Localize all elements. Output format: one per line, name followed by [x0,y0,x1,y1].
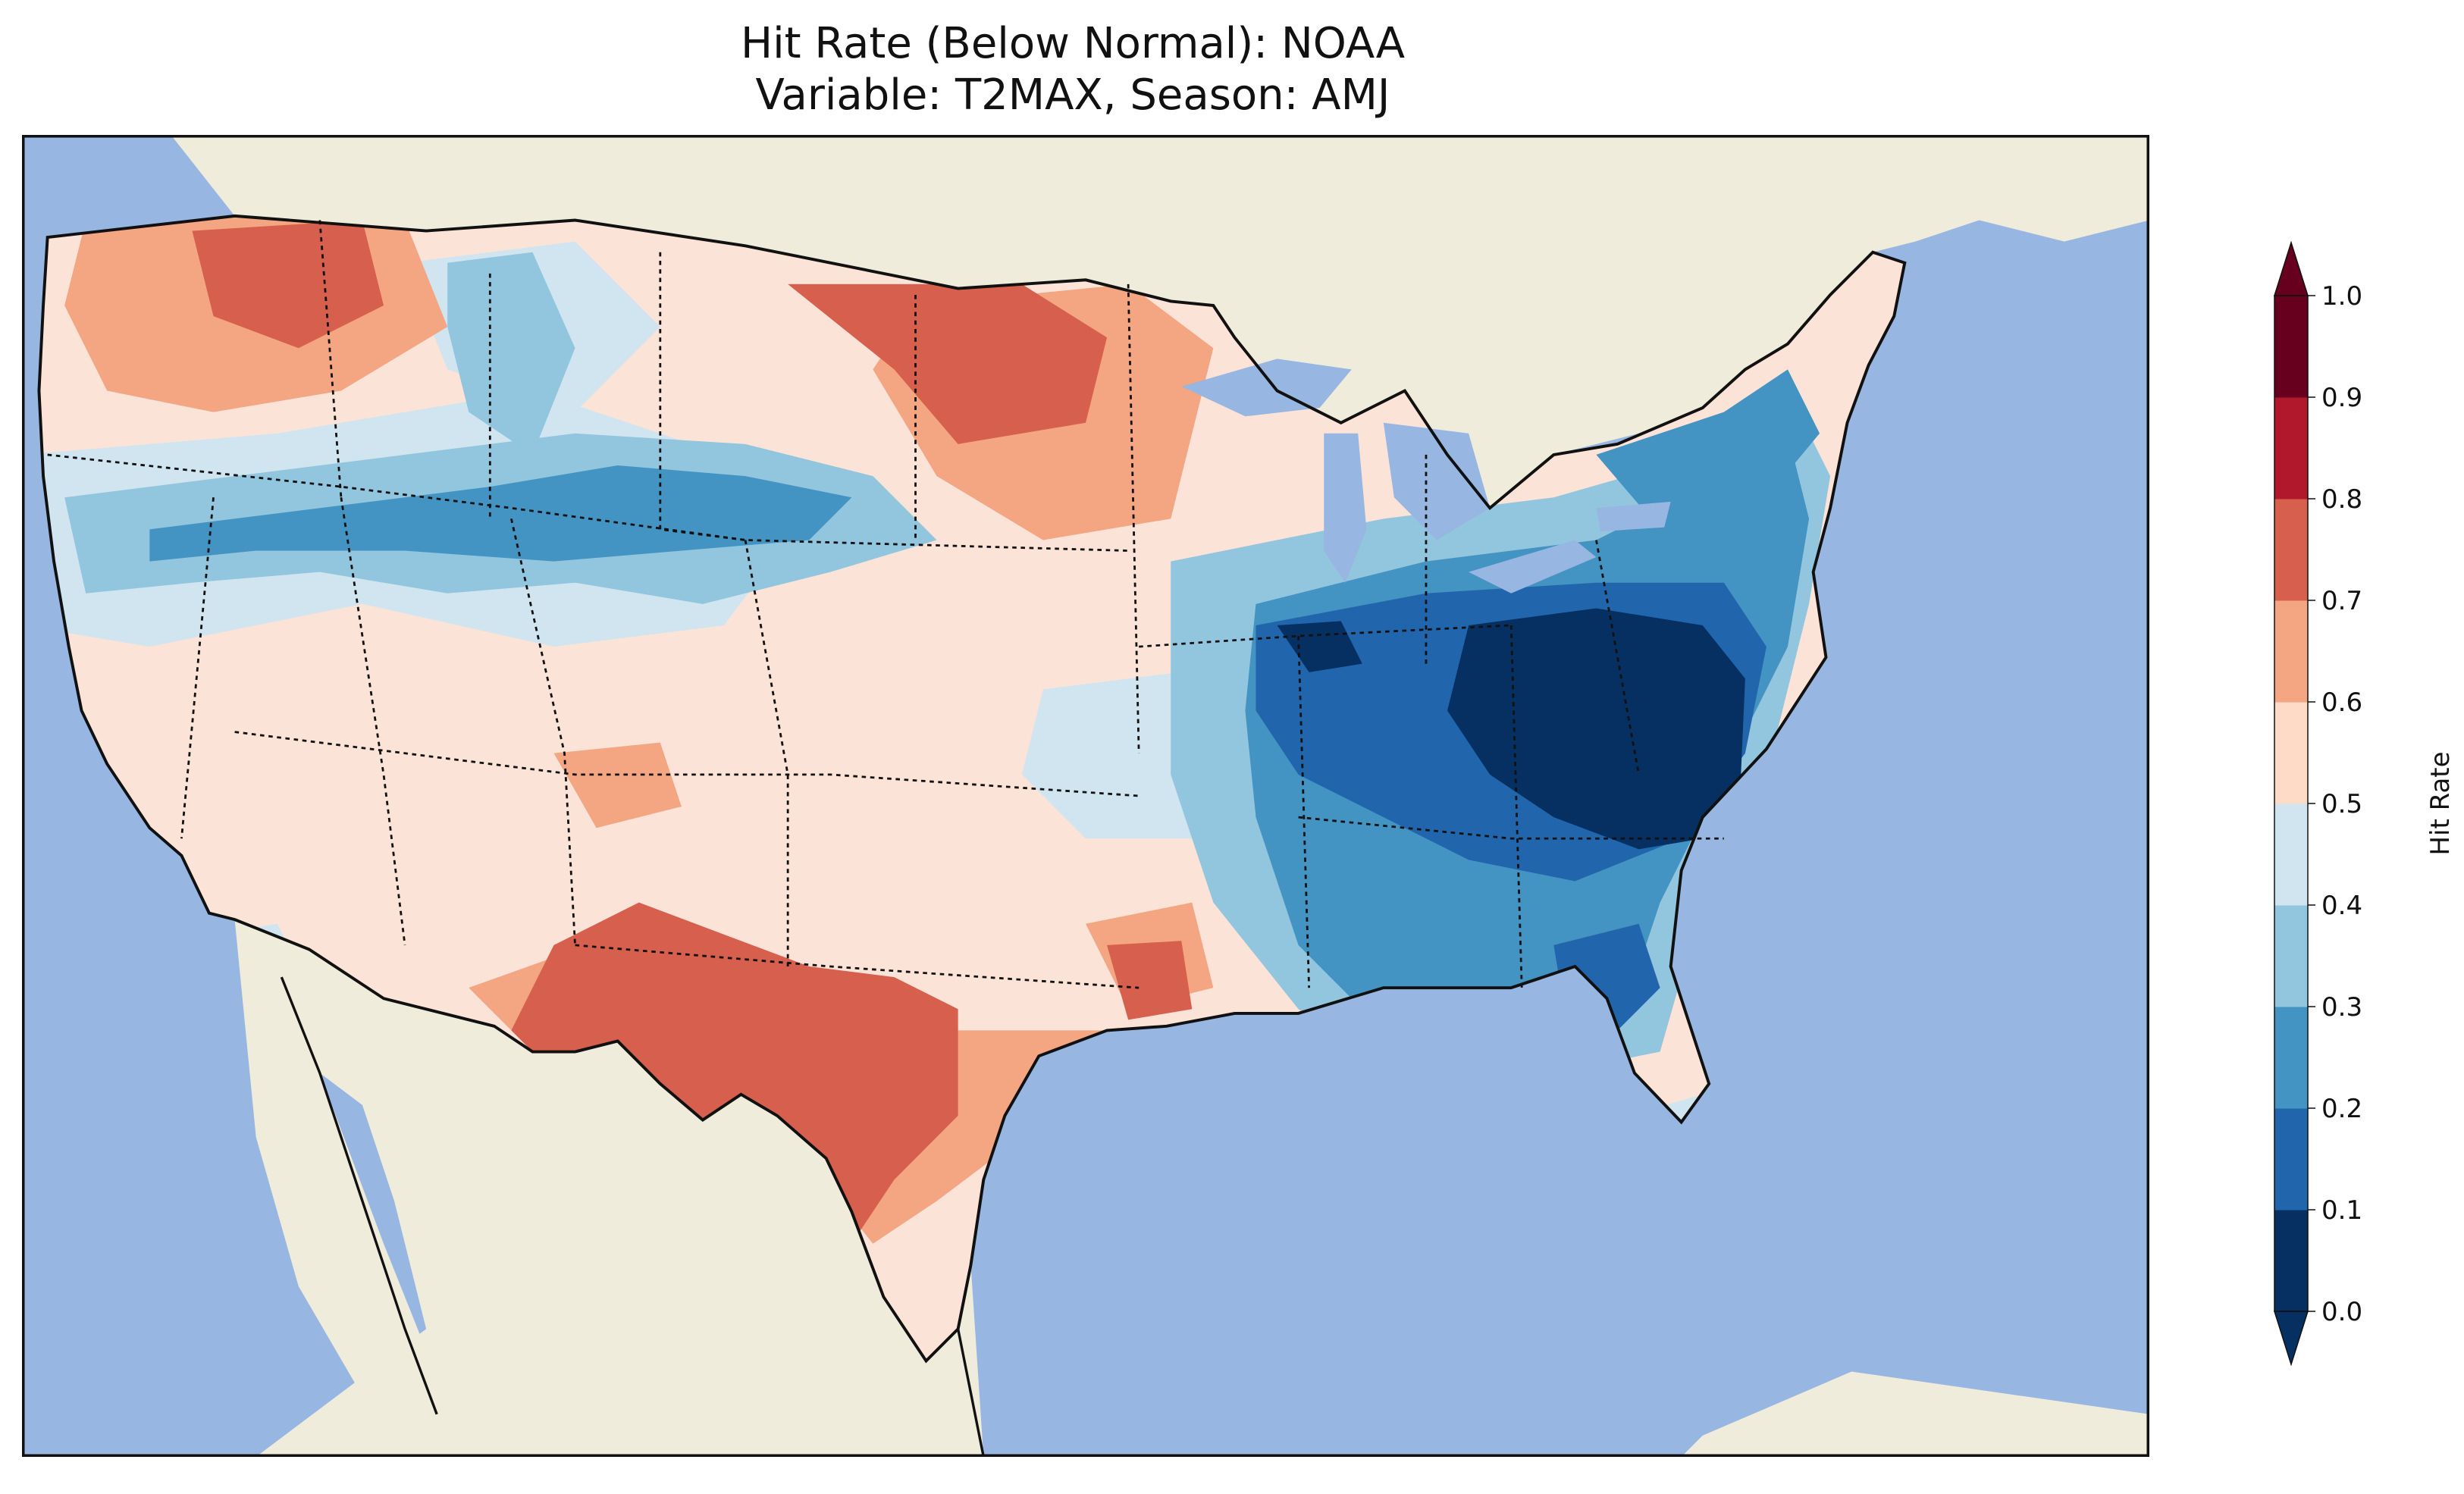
map-panel [22,135,2149,1457]
map-title-line1: Hit Rate (Below Normal): NOAA [740,19,1406,68]
colorbar-tick-label: 0.5 [2321,789,2362,819]
colorbar-tick-label: 0.4 [2321,891,2362,921]
colorbar-tick-label: 0.7 [2321,586,2362,616]
colorbar-segment [2274,1108,2308,1211]
colorbar-segment [2274,499,2308,601]
field-0.2-northeast [1596,369,1820,530]
map-title-line2: Variable: T2MAX, Season: AMJ [755,70,1390,120]
lake-superior [1181,359,1352,417]
colorbar-segment [2274,296,2308,398]
colorbar-tick-label: 0.1 [2321,1195,2362,1226]
colorbar-segment [2274,1007,2308,1109]
colorbar-segment [2274,803,2308,906]
field-0.7-oklahoma [1107,941,1193,1020]
field-0.6-colorado [553,742,682,828]
field-0.2-rockies [149,465,852,562]
canada-land [171,135,2149,509]
colorbar-segments [2273,240,2309,1367]
lake-erie [1469,540,1597,594]
colorbar: 0.0 0.1 0.2 0.3 0.4 0.5 0.6 0.7 0.8 0.9 1.0 Hit Ra… [2273,240,2456,1367]
lake-huron [1383,422,1491,540]
colorbar-tick-label: 0.2 [2321,1094,2362,1124]
colorbar-segment [2274,702,2308,804]
colorbar-tick-label: 0.3 [2321,992,2362,1023]
colorbar-segment [2274,600,2308,703]
colorbar-tick-label: 0.8 [2321,484,2362,515]
colorbar-tick-label: 0.6 [2321,687,2362,718]
cuba-land [1681,1371,2149,1457]
mexico-land [234,919,984,1457]
colorbar-segment [2274,905,2308,1007]
field-0.7-dakotas [788,283,1108,444]
map-frame [22,135,2149,1457]
colorbar-segment [2274,1210,2308,1312]
colorbar-segment [2274,397,2308,500]
great-lakes [1181,359,1671,594]
colorbar-extend-max [2273,240,2309,296]
colorbar-tick-label: 0.0 [2321,1297,2362,1327]
baja-peninsula [273,977,437,1436]
colorbar-tick-label: 0.9 [2321,383,2362,413]
colorbar-tick-label: 1.0 [2321,281,2362,312]
field-0.0-appalachia [1447,608,1745,850]
colorbar-extend-min [2273,1311,2309,1367]
field-0.7-washington [192,220,384,349]
field-0.7-texas [511,902,958,1244]
colorbar-ticks: 0.0 0.1 0.2 0.3 0.4 0.5 0.6 0.7 0.8 0.9 1.0 [2308,281,2362,1327]
colorbar-label: Hit Rate [2425,751,2456,855]
field-0.3-idaho [447,252,575,455]
mexico-coast [280,976,985,1457]
state-borders [47,220,1724,989]
lake-michigan [1324,433,1367,583]
field-0.0-illinois [1277,621,1362,672]
lake-ontario [1596,501,1671,532]
